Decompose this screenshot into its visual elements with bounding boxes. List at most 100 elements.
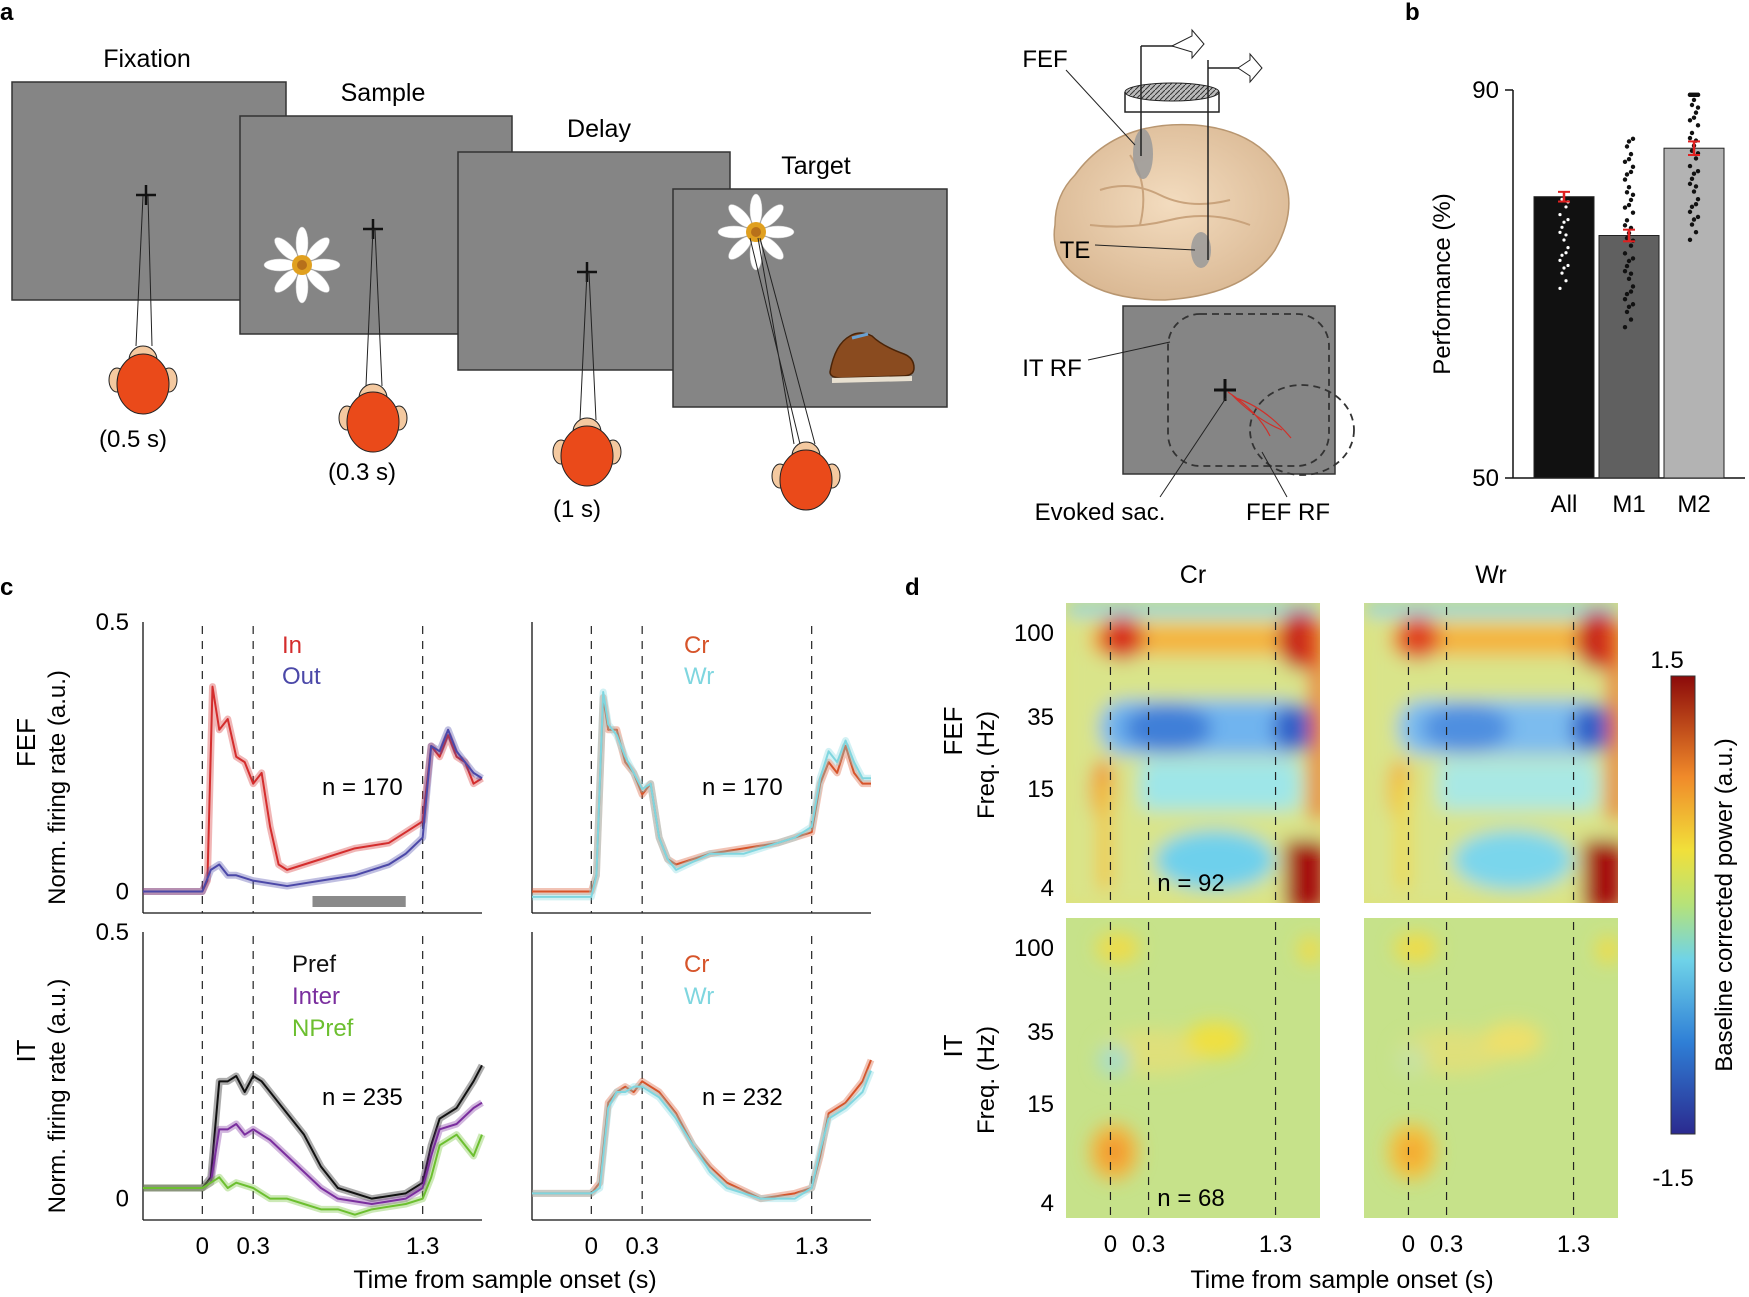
session-dot — [1628, 243, 1634, 248]
session-dot — [1622, 223, 1628, 228]
session-dot — [1624, 190, 1630, 195]
n-annotation: n = 232 — [702, 1084, 783, 1111]
session-dot — [1693, 230, 1699, 235]
session-dot — [1562, 266, 1566, 270]
session-dot — [1560, 271, 1564, 275]
session-dot — [1562, 220, 1566, 224]
daisy-icon — [263, 226, 341, 304]
session-dot — [1687, 237, 1693, 243]
session-dot — [1687, 135, 1693, 141]
x-tick-label: 1.3 — [1557, 1231, 1590, 1258]
session-dot — [1695, 123, 1701, 128]
session-dot — [1562, 146, 1566, 151]
panel-letter-d: d — [905, 574, 920, 601]
session-dot — [1695, 214, 1701, 220]
legend-entry: Cr — [684, 632, 709, 659]
y-tick-label: 0.5 — [96, 919, 129, 946]
session-dot — [1624, 291, 1630, 297]
session-dot — [1564, 233, 1568, 237]
colorbar-label: Baseline corrected power (a.u.) — [1711, 738, 1738, 1072]
session-dot — [1564, 159, 1568, 163]
session-dot — [1693, 110, 1699, 115]
y-tick-label: 15 — [1027, 1091, 1054, 1118]
delay-duration: (1 s) — [553, 496, 601, 523]
colorbar-min-label: -1.5 — [1652, 1165, 1693, 1192]
session-dot — [1566, 172, 1570, 176]
session-dot — [1628, 197, 1634, 203]
task-sequence: Fixation Sample Delay Target — [11, 45, 948, 523]
line-plot-c-fef-inout: 0 0.5 Norm. firing rate (a.u.)FEF In Out n = … — [11, 609, 484, 914]
line-plot-c-it-crwr: 0 0.3 1.3 Cr Wr n = 232 — [531, 932, 875, 1260]
legend-entry: Wr — [684, 663, 714, 690]
session-dot — [1630, 136, 1636, 142]
session-dot — [1624, 172, 1630, 177]
session-dot — [1622, 296, 1628, 302]
series-line-wr — [532, 1070, 872, 1200]
session-dot — [1566, 218, 1570, 222]
y-axis-label: Norm. firing rate (a.u.) — [44, 670, 71, 905]
session-dot — [1626, 304, 1632, 310]
session-dot — [1628, 317, 1634, 322]
y-tick-label: 0.5 — [96, 609, 129, 636]
fef-region — [1133, 129, 1153, 179]
arrow-icon — [1237, 52, 1263, 84]
y-tick-label: 0 — [116, 1186, 129, 1213]
y-axis-label: Freq. (Hz) — [973, 711, 1000, 819]
row-label: FEF — [11, 718, 41, 767]
legend-entry: Cr — [684, 951, 709, 978]
session-dot — [1624, 218, 1630, 223]
session-dot — [1689, 130, 1695, 136]
session-dot — [1558, 139, 1562, 143]
x-tick-label: M1 — [1612, 491, 1645, 518]
session-dot — [1630, 256, 1636, 261]
session-dot — [1693, 156, 1699, 161]
legend-entry: Pref — [292, 951, 336, 978]
session-dot — [1630, 284, 1636, 289]
session-dot — [1628, 271, 1634, 276]
session-dot — [1693, 202, 1699, 207]
session-dot — [1630, 302, 1636, 307]
session-dot — [1558, 184, 1562, 189]
n-annotation: n = 235 — [322, 1084, 403, 1111]
session-dot — [1562, 238, 1566, 242]
x-tick-label: All — [1551, 491, 1578, 518]
series-line-cr — [532, 1059, 872, 1200]
session-dot — [1626, 185, 1632, 190]
line-plot-c-it-pref: 0 0.5 Norm. firing rate (a.u.)IT 0 0.3 1.3 Pre… — [11, 919, 657, 1294]
target-title: Target — [781, 152, 851, 180]
session-dot — [1628, 289, 1634, 294]
row-label: IT — [938, 1034, 968, 1057]
legend-entry: Wr — [684, 983, 714, 1010]
row-label: IT — [11, 1039, 41, 1062]
x-axis-label: Time from sample onset (s) — [353, 1266, 656, 1294]
session-dot — [1626, 202, 1632, 208]
analysis-window-bar — [312, 896, 406, 907]
fef-rf-label: FEF RF — [1246, 499, 1330, 526]
session-dot — [1622, 177, 1628, 182]
session-dot — [1687, 209, 1693, 215]
session-dot — [1562, 101, 1566, 105]
evoked-sac-label: Evoked sac. — [1035, 499, 1166, 526]
sample-duration: (0.3 s) — [328, 459, 396, 486]
recording-chamber-icon — [1124, 82, 1220, 102]
colorbar — [1670, 675, 1696, 1135]
session-dot — [1562, 118, 1566, 123]
n-annotation: n = 170 — [702, 774, 783, 801]
session-dot — [1689, 204, 1695, 209]
session-dot — [1560, 179, 1564, 184]
series-band-in — [143, 683, 484, 895]
column-title: Cr — [1180, 561, 1206, 589]
session-dot — [1695, 105, 1701, 110]
session-dot — [1564, 131, 1568, 135]
session-dot — [1630, 210, 1636, 215]
session-dot — [1622, 159, 1628, 164]
legend-entry: NPref — [292, 1015, 354, 1042]
session-dot — [1695, 196, 1701, 202]
session-dot — [1622, 268, 1628, 274]
evoked-saccade-traces — [1227, 391, 1292, 439]
session-dot — [1560, 151, 1564, 156]
x-tick-label: 0 — [585, 1233, 598, 1260]
brain-schematic: FEF TE IT RF Evoked sac. FEF RF — [1022, 28, 1355, 526]
y-axis-label: Freq. (Hz) — [973, 1026, 1000, 1134]
row-label: FEF — [938, 706, 968, 755]
